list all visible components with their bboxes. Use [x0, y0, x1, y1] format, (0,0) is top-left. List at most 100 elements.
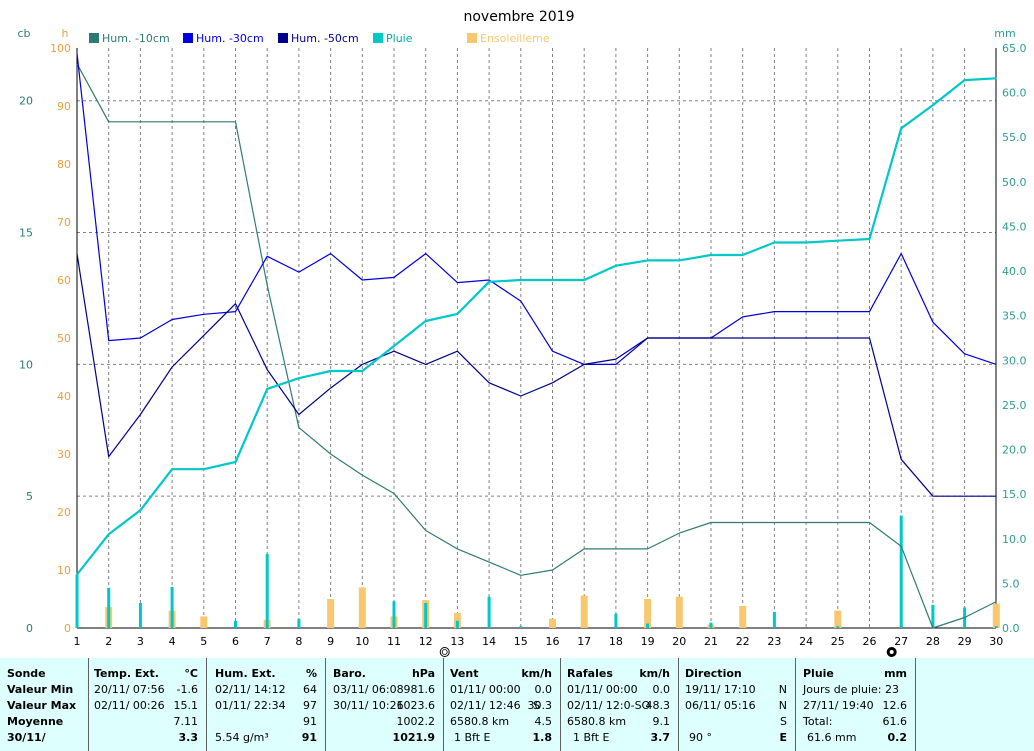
vent-min-date: 01/11/ 00:00 [450, 683, 521, 696]
hum-today: 91 [301, 731, 317, 744]
h-tick-label: 60 [57, 274, 71, 287]
series-line-hum-10cm [76, 63, 997, 629]
pluie-r2-val: 12.6 [882, 699, 908, 712]
col-baro: Baro. hPa 03/11/ 06:08 981.6 30/11/ 10:26 1… [325, 658, 443, 751]
x-tick-label: 29 [958, 635, 972, 648]
h-tick-label: 20 [57, 506, 71, 519]
sunshine-bar [549, 618, 556, 628]
mm-tick-label: 65.0 [1002, 42, 1027, 55]
daily-rain-bar [75, 574, 79, 628]
x-tick-label: 9 [327, 635, 334, 648]
baro-max-date: 30/11/ 10:26 [333, 699, 404, 712]
x-tick-label: 17 [577, 635, 591, 648]
series-line-pluie [76, 77, 997, 576]
direction-r1-date: 19/11/ 17:10 [685, 683, 756, 696]
series-line-hum-30cm [76, 53, 997, 365]
x-tick-label: 6 [232, 635, 239, 648]
h-tick-label: 30 [57, 448, 71, 461]
vent-today: 1.8 [532, 731, 553, 744]
rafales-unit: km/h [639, 667, 670, 680]
rafales-min-date: 01/11/ 00:00 [567, 683, 638, 696]
x-tick-label: 15 [514, 635, 528, 648]
sunshine-bar [580, 595, 588, 628]
cb-tick-label: 10 [19, 358, 33, 371]
tick-labels: 1 2 3 4 5 6 7 8 9 10 11 12 13 14 15 16 17 18 19 20 21 22 23 24 2… [19, 42, 1027, 648]
daily-rain-bar [994, 626, 998, 628]
pluie-today-extra: 61.6 mm [807, 731, 857, 744]
legend-swatch-pluie [373, 33, 383, 43]
daily-rain-bar [899, 515, 903, 628]
daily-rain-bar [931, 604, 935, 628]
x-tick-label: 12 [419, 635, 433, 648]
x-tick-label: 13 [450, 635, 464, 648]
left-axis-unit-cb: cb [17, 27, 30, 40]
daily-rain-bar [836, 626, 840, 628]
daily-rain-bar [614, 613, 618, 628]
daily-rain-bar [709, 622, 713, 628]
legend-label-pluie: Pluie [386, 32, 413, 45]
x-tick-label: 28 [926, 635, 940, 648]
rafales-avg-extra: 6580.8 km [567, 715, 627, 728]
baro-min-val: 981.6 [403, 683, 436, 696]
vent-avg: 4.5 [534, 715, 553, 728]
vent-avg-extra: 6580.8 km [450, 715, 510, 728]
daily-rain-bar [297, 619, 301, 628]
h-tick-label: 100 [50, 42, 71, 55]
daily-rain-bar [424, 603, 428, 628]
mm-tick-label: 35.0 [1002, 310, 1027, 323]
temp-today: 3.3 [178, 731, 199, 744]
legend-label-hum10: Hum. -10cm [102, 32, 170, 45]
vent-max-dir: S [533, 699, 540, 712]
vent-max-val: 30.3 [527, 699, 553, 712]
x-tick-label: 1 [74, 635, 81, 648]
series-line-hum-50cm [76, 253, 997, 497]
legend: Hum. -10cm Hum. -30cm Hum. -50cm Pluie E… [89, 32, 550, 45]
bars-layer [75, 515, 1000, 628]
pluie-r1: Jours de pluie: 23 [803, 683, 899, 696]
sonde-title: Sonde [7, 667, 46, 680]
rafales-today: 3.7 [650, 731, 671, 744]
sunshine-bar [992, 603, 1000, 628]
legend-label-hum30: Hum. -30cm [196, 32, 264, 45]
sunshine-bar [453, 612, 461, 628]
new-moon-inner-icon [441, 649, 448, 655]
mm-tick-label: 55.0 [1002, 131, 1027, 144]
x-tick-label: 14 [482, 635, 496, 648]
daily-rain-bar [772, 611, 776, 628]
col-rafales: Rafales km/h 01/11/ 00:00 0.0 02/11/ 12:0-… [560, 658, 678, 751]
hum-max-val: 97 [303, 699, 317, 712]
rafales-max-date: 02/11/ 12:0-SO [567, 699, 651, 712]
pluie-title: Pluie [803, 667, 834, 680]
mm-tick-label: 5.0 [1002, 577, 1020, 590]
mm-tick-label: 50.0 [1002, 176, 1027, 189]
mm-tick-label: 15.0 [1002, 488, 1027, 501]
sonde-row-min: Valeur Min [7, 683, 74, 696]
vent-title: Vent [450, 667, 479, 680]
x-tick-label: 8 [295, 635, 302, 648]
pluie-r3-val: 61.6 [882, 715, 908, 728]
sonde-date: 30/11/ [7, 731, 46, 744]
x-tick-label: 20 [672, 635, 686, 648]
daily-rain-bar [138, 603, 142, 628]
daily-rain-bar [455, 620, 459, 628]
daily-rain-bar [107, 587, 111, 628]
full-moon-inner-icon [889, 650, 894, 654]
sunshine-bar [834, 610, 842, 628]
mm-tick-label: 40.0 [1002, 265, 1027, 278]
x-tick-label: 21 [704, 635, 718, 648]
pluie-r2-date: 27/11/ 19:40 [803, 699, 874, 712]
vent-max-date: 02/11/ 12:46 [450, 699, 521, 712]
chart-title: novembre 2019 [463, 9, 574, 25]
temp-title: Temp. Ext. [94, 667, 159, 680]
x-tick-label: 22 [736, 635, 750, 648]
daily-rain-bar [646, 623, 650, 628]
pluie-r3-label: Total: [803, 715, 833, 728]
legend-swatch-hum50 [278, 33, 288, 43]
sunshine-bar [644, 599, 652, 628]
x-tick-label: 11 [387, 635, 401, 648]
legend-swatch-hum30 [183, 33, 193, 43]
vent-today-extra: 1 Bft E [454, 731, 491, 744]
daily-rain-bar [519, 626, 523, 628]
x-tick-label: 18 [609, 635, 623, 648]
temp-max-date: 02/11/ 00:26 [94, 699, 165, 712]
